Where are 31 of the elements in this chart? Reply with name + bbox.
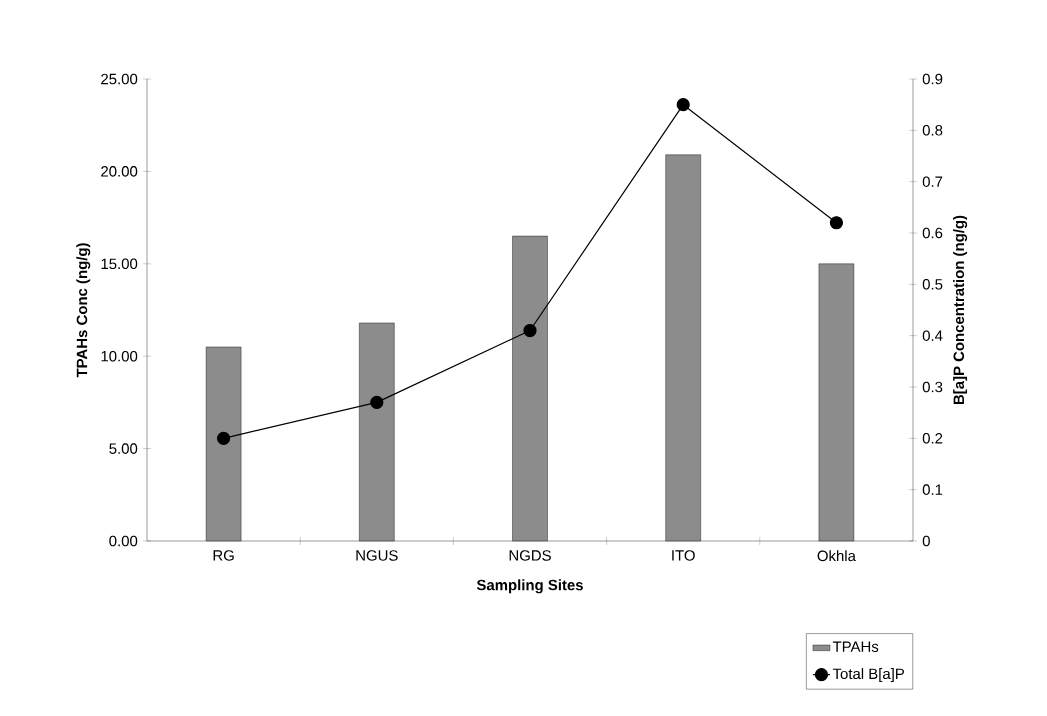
legend-label: TPAHs — [832, 641, 879, 653]
y2-tick-label: 0 — [922, 535, 930, 547]
x-tick-label: NGUS — [356, 550, 398, 561]
point — [217, 431, 231, 445]
y2-tick-label: 0.1 — [922, 484, 943, 495]
legend-label: Total B[a]P — [832, 668, 905, 683]
y2-tick-label: 0.8 — [922, 125, 943, 136]
y2-axis-title: B[a]P Concentration (ng/g) — [953, 215, 968, 405]
point — [523, 323, 537, 338]
y2-tick-label: 0.4 — [922, 330, 943, 341]
x-tick-label: RG — [213, 550, 234, 561]
x-axis-title: Sampling Sites — [476, 579, 583, 594]
y-tick-label: 5.00 — [109, 443, 138, 454]
point — [676, 98, 690, 112]
y-tick-label: 20.00 — [101, 166, 138, 177]
y2-tick-label: 0.9 — [922, 73, 943, 85]
y-tick-label: 0.00 — [109, 535, 138, 547]
x-tick-label: Okhla — [817, 550, 856, 562]
y2-tick-label: 0.6 — [922, 227, 943, 239]
y2-tick-label: 0.5 — [922, 279, 943, 290]
y2-tick-label: 0.2 — [922, 433, 943, 444]
y-tick-label: 15.00 — [101, 258, 138, 270]
point — [829, 216, 844, 230]
x-tick-label: NGDS — [509, 550, 551, 561]
point — [370, 395, 384, 409]
y-axis-title: TPAHs Conc (ng/g) — [76, 243, 91, 378]
y2-tick-label: 0.3 — [922, 381, 943, 393]
y-tick-label: 10.00 — [101, 350, 138, 362]
x-tick-label: ITO — [672, 550, 695, 561]
y-tick-label: 25.00 — [101, 73, 138, 85]
y2-tick-label: 0.7 — [922, 176, 943, 187]
